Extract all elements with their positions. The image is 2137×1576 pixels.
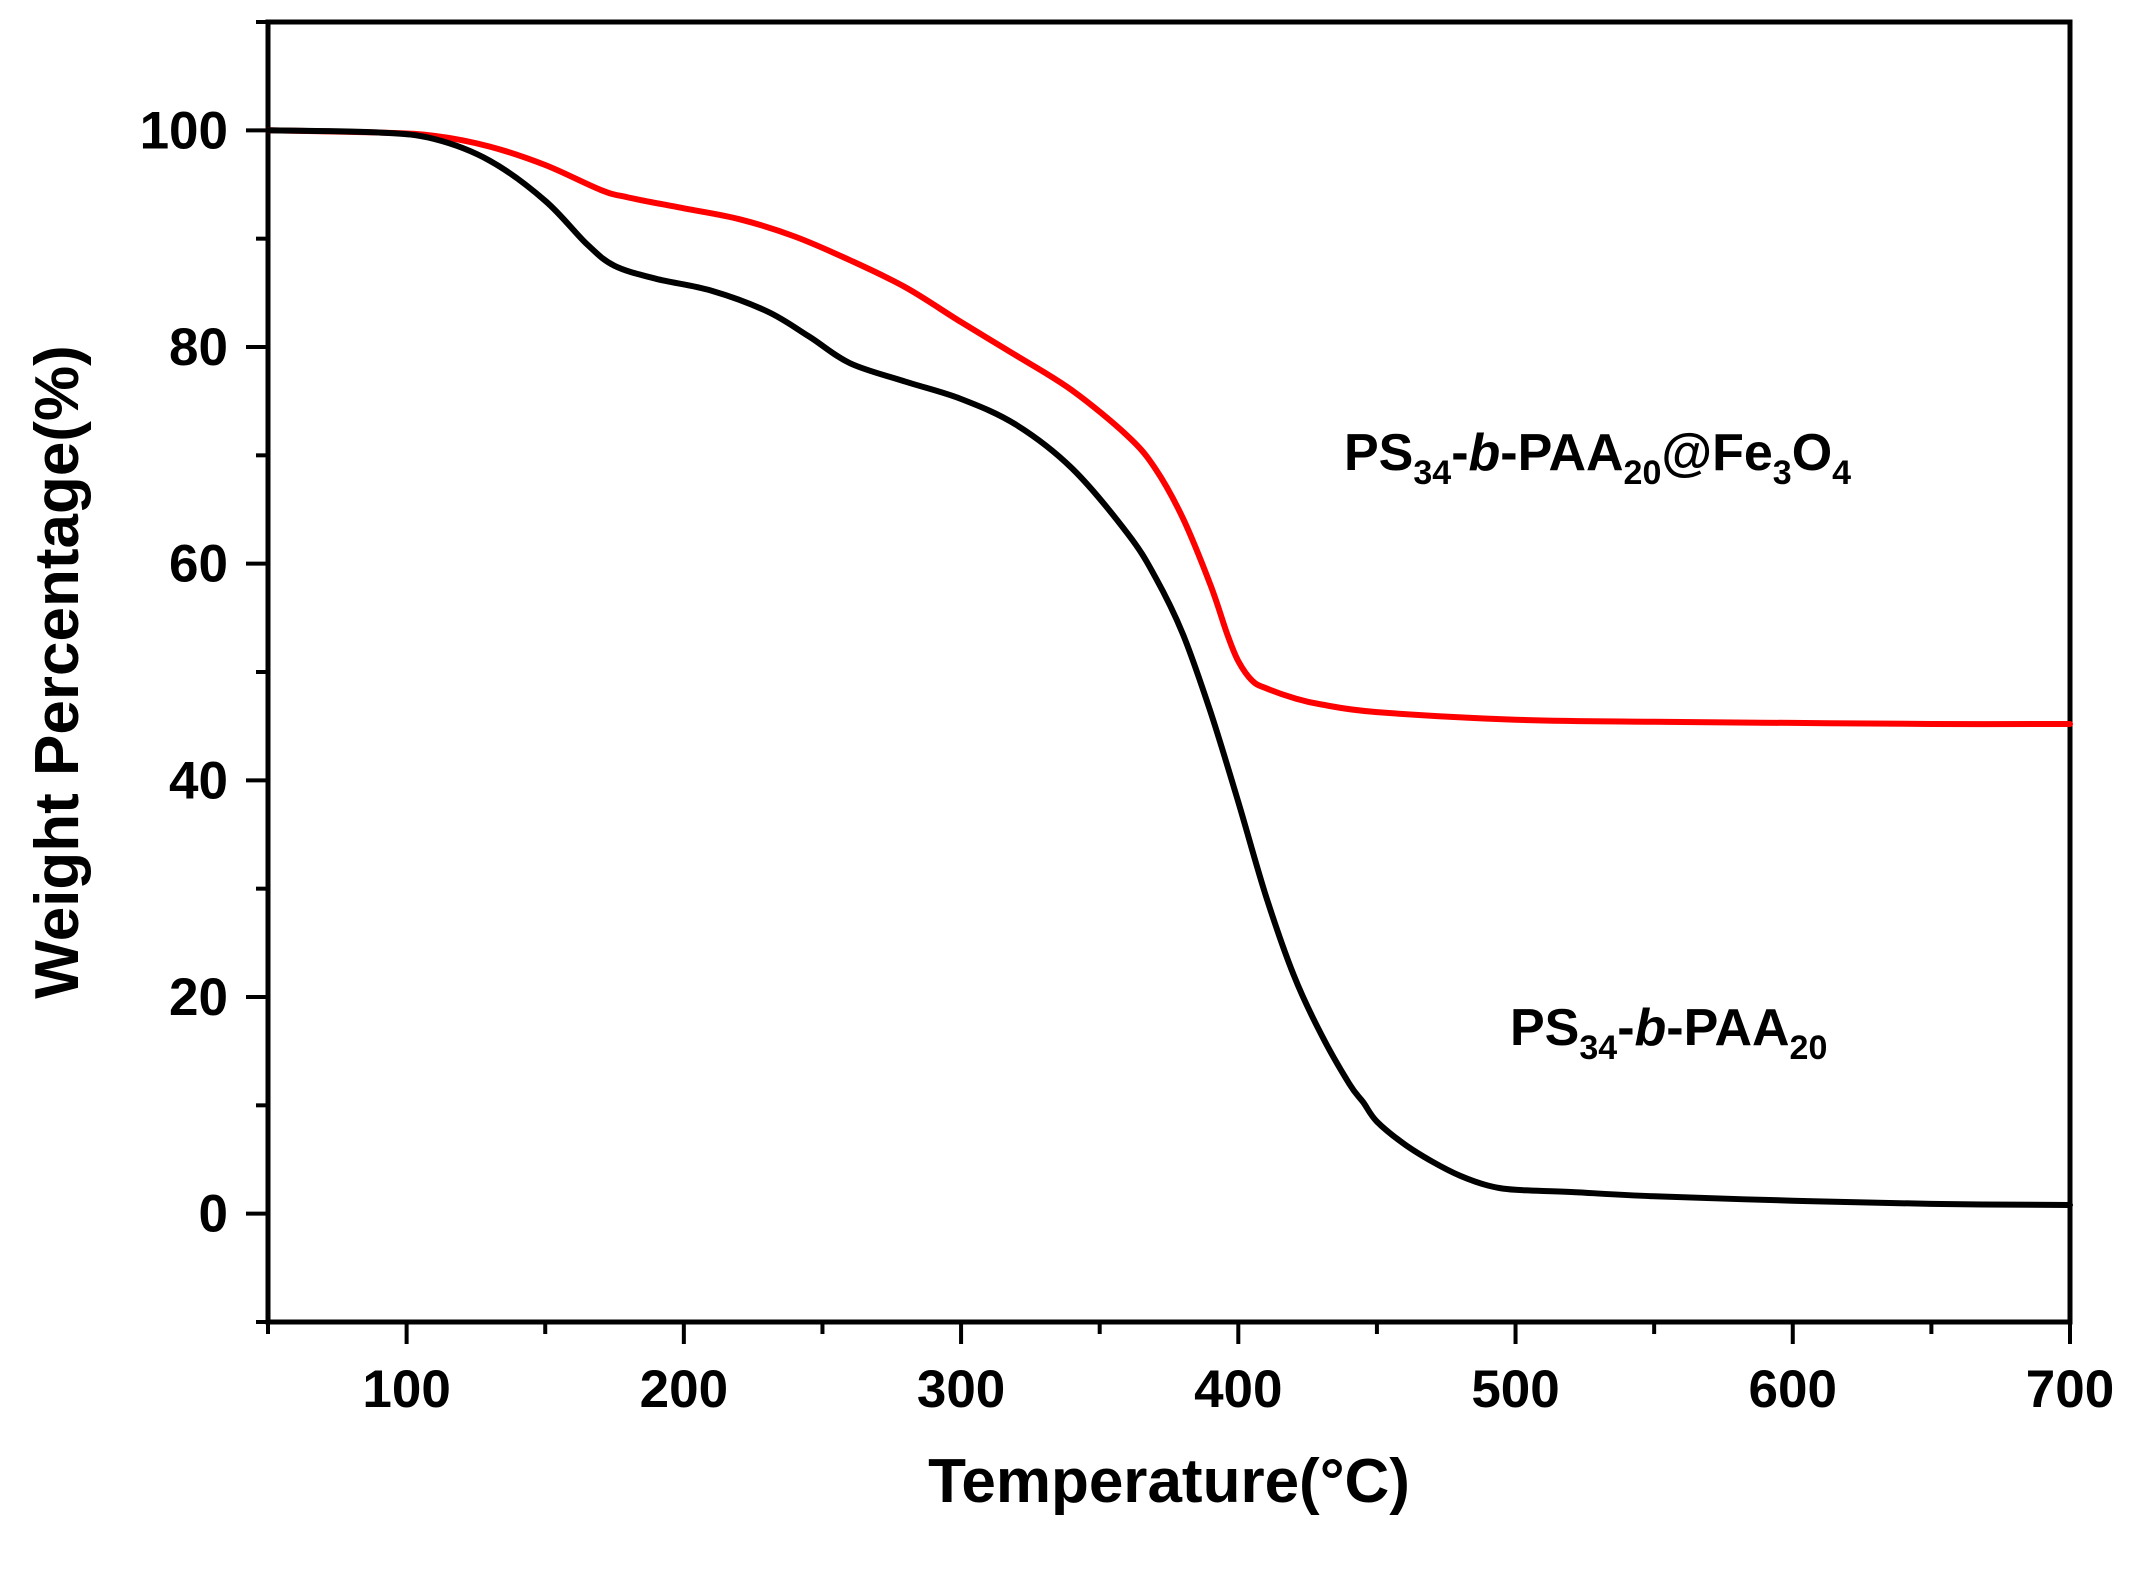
series-label-part: O [1792,424,1832,482]
series-label-part: 3 [1773,454,1792,492]
series-label-part: PS [1344,424,1413,482]
plot-frame [265,19,2073,1325]
y-tick-label: 20 [169,968,228,1027]
series-label-part: @Fe [1661,424,1772,482]
series-label-part: b [1469,424,1501,482]
series-line-ps-paa [265,127,2073,1208]
y-tick-label: 100 [140,101,228,160]
series-label-part: 34 [1579,1029,1617,1067]
series-layer [265,127,2073,1208]
y-tick-label: 0 [199,1185,228,1244]
series-line-ps-paa-fe3o4 [265,127,2073,728]
x-tick-label: 700 [2026,1360,2114,1419]
series-label-part: 4 [1832,454,1851,492]
y-tick-label: 40 [169,751,228,810]
x-tick-label: 400 [1194,1360,1282,1419]
series-label-ps-paa-fe3o4: PS34-b-PAA20@Fe3O4 [1344,424,1851,492]
x-tick-label: 600 [1749,1360,1837,1419]
x-axis-title: Temperature(°C) [928,1447,1410,1516]
x-tick-label: 200 [640,1360,728,1419]
series-label-part: -PAA [1666,999,1789,1057]
series-label-ps-paa: PS34-b-PAA20 [1510,999,1827,1067]
series-label-part: 34 [1413,454,1451,492]
y-tick-label: 80 [169,318,228,377]
series-label-part: 20 [1790,1029,1828,1067]
series-label-part: b [1635,999,1667,1057]
x-tick-label: 500 [1471,1360,1559,1419]
x-tick-label: 100 [362,1360,450,1419]
y-axis-ticks: 0 20 40 60 80 100 [140,20,268,1324]
series-label-part: - [1617,999,1634,1057]
series-label-part: PS [1510,999,1579,1057]
series-label-part: 20 [1624,454,1662,492]
series-label-part: - [1451,424,1468,482]
y-tick-label: 60 [169,535,228,594]
y-axis-title: Weight Percentage(%) [23,345,92,998]
x-tick-label: 300 [917,1360,1005,1419]
series-label-part: -PAA [1500,424,1623,482]
x-axis-ticks: 100 200 300 400 500 600 700 [266,1322,2114,1419]
